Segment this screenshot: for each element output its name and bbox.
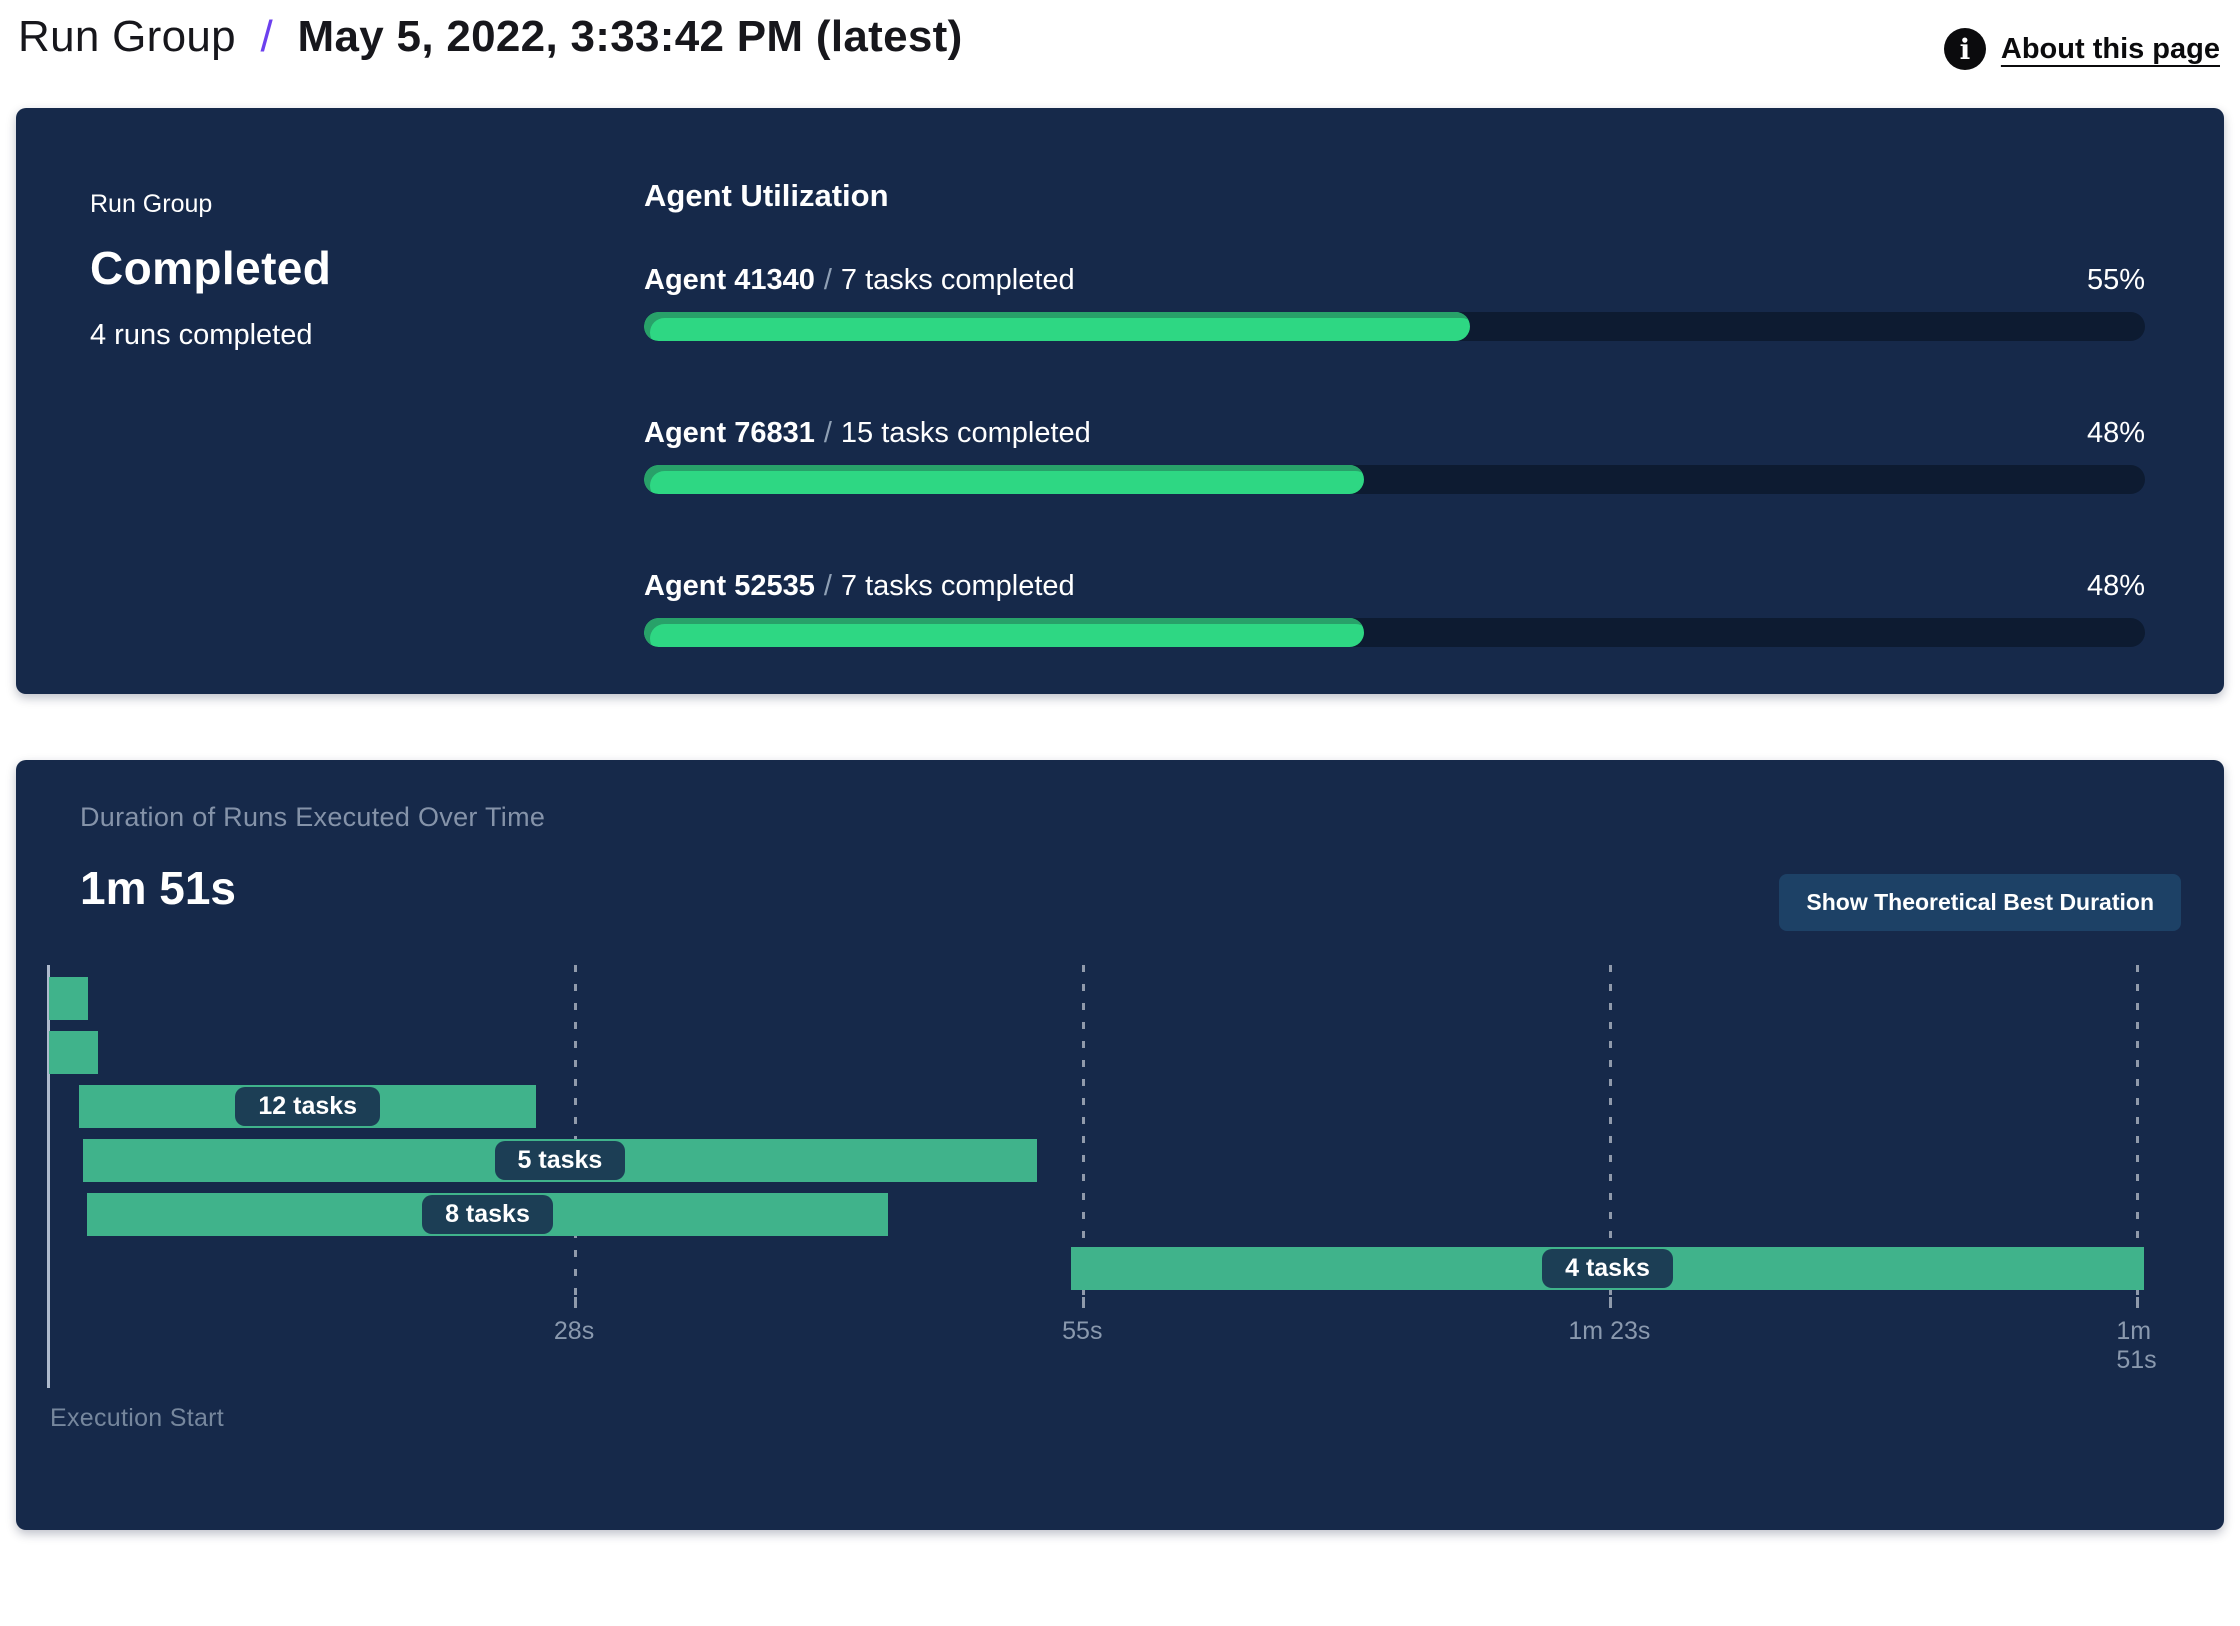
run-group-panel: Run Group Completed 4 runs completed Age… (16, 108, 2224, 694)
gantt-run-bar[interactable]: 4 tasks (1071, 1247, 2144, 1290)
agent-utilization-track (644, 618, 2145, 647)
gantt-run-bar[interactable]: 12 tasks (79, 1085, 537, 1128)
agent-label: Agent 52535/7 tasks completed (644, 570, 1075, 603)
x-axis-tick-label: 55s (1062, 1317, 1103, 1345)
agent-label-separator: / (823, 570, 832, 602)
agent-utilization-percent: 48% (2086, 570, 2145, 602)
page-header: Run Group / May 5, 2022, 3:33:42 PM (lat… (0, 0, 2240, 70)
y-axis-line (47, 965, 50, 1388)
agent-label: Agent 76831/15 tasks completed (644, 417, 1091, 450)
tick-mark (1609, 1297, 1613, 1308)
agent-utilization-percent: 55% (2086, 264, 2145, 296)
run-group-status: Completed (90, 242, 332, 294)
gantt-run-bar[interactable] (48, 977, 89, 1020)
agent-utilization-list: Agent 41340/7 tasks completed 55% Agent 76… (644, 264, 2145, 647)
agent-row-labels: Agent 76831/15 tasks completed 48% (644, 417, 2145, 450)
agent-label-separator: / (823, 264, 832, 296)
agent-name: Agent 76831 (644, 417, 815, 449)
breadcrumb: Run Group / May 5, 2022, 3:33:42 PM (lat… (18, 12, 963, 62)
agent-tasks-completed: 15 tasks completed (840, 417, 1091, 449)
task-count-pill: 8 tasks (422, 1195, 553, 1234)
task-count-pill: 5 tasks (494, 1141, 626, 1180)
agent-utilization-fill (644, 312, 1470, 341)
agent-utilization-track (644, 312, 2145, 341)
agent-utilization-fill (644, 618, 1365, 647)
agent-utilization-track (644, 465, 2145, 494)
agent-utilization-row: Agent 76831/15 tasks completed 48% (644, 417, 2145, 494)
agent-utilization-row: Agent 52535/7 tasks completed 48% (644, 570, 2145, 647)
duration-panel: Duration of Runs Executed Over Time 1m 5… (16, 760, 2224, 1530)
x-axis-tick-label: 1m 23s (1568, 1317, 1651, 1345)
gantt-run-bar[interactable] (48, 1031, 98, 1074)
run-group-label: Run Group (90, 190, 213, 218)
task-count-pill: 4 tasks (1542, 1249, 1673, 1288)
agent-tasks-completed: 7 tasks completed (840, 570, 1075, 602)
breadcrumb-separator: / (260, 12, 273, 61)
tick-mark (574, 1297, 578, 1308)
x-axis-tick-label: 1m 51s (2116, 1317, 2157, 1374)
about-link-label[interactable]: About this page (2000, 32, 2220, 65)
task-count-pill: 12 tasks (235, 1087, 381, 1126)
gridline (2136, 965, 2140, 1297)
agent-utilization-percent: 48% (2086, 417, 2145, 449)
tick-mark (2136, 1297, 2140, 1308)
x-axis-tick-label: 28s (553, 1317, 595, 1345)
gridline (1082, 965, 1086, 1297)
duration-chart-title: Duration of Runs Executed Over Time (80, 802, 546, 832)
agent-tasks-completed: 7 tasks completed (840, 264, 1075, 296)
agent-name: Agent 52535 (644, 570, 815, 602)
agent-utilization-fill (644, 465, 1365, 494)
page-title: May 5, 2022, 3:33:42 PM (latest) (297, 12, 963, 61)
gridline (574, 965, 578, 1297)
gantt-run-bar[interactable]: 5 tasks (82, 1139, 1038, 1182)
gridline (1609, 965, 1613, 1297)
run-group-summary: Run Group Completed 4 runs completed (90, 178, 644, 694)
info-icon[interactable]: i (1943, 28, 1986, 70)
about-this-page-link[interactable]: i About this page (1943, 28, 2220, 70)
agent-label-separator: / (823, 417, 832, 449)
agent-row-labels: Agent 41340/7 tasks completed 55% (644, 264, 2145, 297)
tick-mark (1082, 1297, 1086, 1308)
agent-utilization-section: Agent Utilization Agent 41340/7 tasks co… (644, 178, 2145, 694)
gantt-run-bar[interactable]: 8 tasks (86, 1193, 889, 1236)
agent-row-labels: Agent 52535/7 tasks completed 48% (644, 570, 2145, 603)
agent-label: Agent 41340/7 tasks completed (644, 264, 1075, 297)
agent-name: Agent 41340 (644, 264, 815, 296)
total-duration-value: 1m 51s (80, 862, 237, 914)
show-theoretical-best-duration-button[interactable]: Show Theoretical Best Duration (1779, 874, 2181, 931)
gantt-chart: 28s 55s 1m 23s 1m 51s 12 tasks 5 tasks 8 tasks… (47, 965, 2157, 1395)
breadcrumb-root: Run Group (18, 12, 236, 61)
agent-utilization-title: Agent Utilization (644, 178, 889, 213)
execution-start-label: Execution Start (50, 1404, 225, 1432)
agent-utilization-row: Agent 41340/7 tasks completed 55% (644, 264, 2145, 341)
runs-completed-count: 4 runs completed (90, 319, 313, 351)
